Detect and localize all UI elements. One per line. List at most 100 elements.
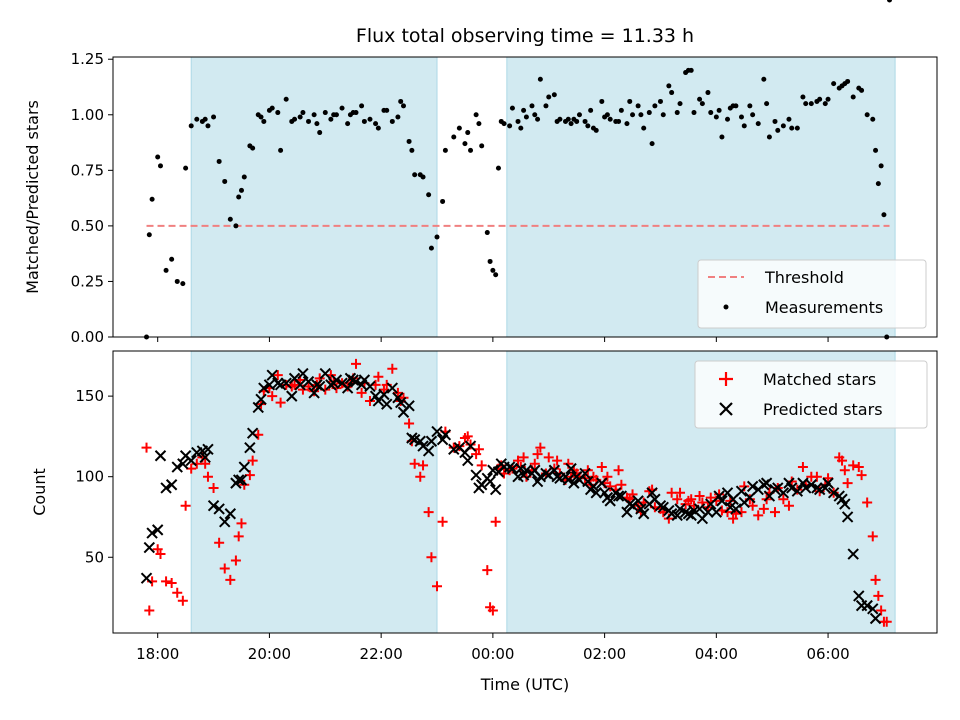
predicted-star-point [841,511,854,523]
measurement-point [222,178,228,184]
measurement-point [375,125,381,131]
measurement-point [817,96,823,102]
measurement-point [205,123,211,129]
measurement-point [588,107,594,113]
predicted-star-point [439,429,452,441]
measurement-point [864,112,870,118]
measurement-point [546,94,552,100]
measurement-point [641,125,647,131]
matched-star-point [432,581,443,592]
measurement-point [786,116,792,122]
matched-star-point [613,465,624,476]
matched-star-point [289,379,300,390]
matched-star-point [862,497,873,508]
predicted-star-point [565,462,577,475]
measurement-point [238,187,244,193]
matched-star-point [873,590,884,601]
measurement-point [406,138,412,144]
predicted-star-point [484,475,496,488]
measurement-point [468,147,474,153]
matched-star-point [267,391,278,402]
measurement-point [747,103,753,109]
measurement-point [359,103,365,109]
predicted-star-point [386,382,399,394]
predicted-star-point [258,382,270,394]
matched-star-point [208,482,219,493]
measurement-point [490,267,496,273]
predicted-star-point [839,498,851,510]
matched-star-point [281,379,292,390]
measurement-point [635,103,641,109]
matched-star-point [616,479,627,490]
measurement-point [738,114,744,120]
predicted-star-point [604,495,616,507]
predicted-star-point [760,477,773,489]
measurement-point [627,98,633,104]
measurement-point [688,67,694,73]
predicted-star-point [777,487,790,499]
measurement-point [428,245,434,251]
measurement-point [188,123,194,129]
predicted-star-point [219,516,231,528]
predicted-star-point [822,477,834,489]
measurement-point [616,118,622,124]
measurement-point [800,94,806,100]
matched-star-point [823,473,834,484]
measurement-point [630,112,636,118]
measurement-point [831,81,837,87]
measurement-point [163,267,169,273]
legend-measurements-label: Measurements [765,298,883,317]
predicted-star-point [199,451,211,464]
predicted-star-point [657,501,669,514]
measurement-point [409,147,415,153]
measurement-point [395,114,401,120]
matched-star-point [783,500,794,511]
measurement-point [476,121,482,127]
matched-star-point [418,460,429,471]
matched-star-point [686,494,697,505]
y-tick-label: 100 [75,468,104,486]
chart-title: Flux total observing time = 11.33 h [356,25,694,47]
matched-star-point [747,500,758,511]
measurement-point [241,174,247,180]
predicted-star-point [244,441,256,454]
measurement-point [780,123,786,129]
measurement-point [669,90,675,96]
measurement-point [202,116,208,122]
measurement-point [314,121,320,127]
predicted-star-point [154,450,167,462]
bottom-y-axis-label: Count [30,468,49,516]
matched-star-point [392,387,403,398]
measurement-point [412,172,418,178]
predicted-star-point [151,524,164,536]
measurement-point [719,134,725,140]
measurement-point [484,230,490,236]
predicted-star-point [548,464,561,476]
measurement-point [708,110,714,116]
measurement-point [775,127,781,133]
measurement-point [495,165,501,171]
x-tick-label: 00:00 [471,645,514,663]
y-tick-label: 50 [85,548,104,566]
matched-star-point [172,587,183,598]
predicted-star-point [381,398,393,410]
matched-star-point [247,455,258,466]
measurement-point [741,123,747,129]
matched-star-point [856,470,867,481]
predicted-star-point [786,482,798,494]
matched-star-point [404,418,415,429]
matched-star-point [415,471,426,482]
matched-star-point [867,531,878,542]
top-axes-frame [112,56,938,338]
matched-star-point [303,381,314,392]
matched-star-point [797,462,808,473]
predicted-star-point [867,603,879,615]
matched-star-point [356,387,367,398]
top-y-axis-label: Matched/Predicted stars [23,100,42,294]
measurement-point [716,107,722,113]
matched-star-point [753,510,764,521]
matched-star-point [373,371,384,382]
predicted-star-point [861,599,873,612]
measurement-point [646,110,652,116]
x-axis-label: Time (UTC) [480,675,569,694]
